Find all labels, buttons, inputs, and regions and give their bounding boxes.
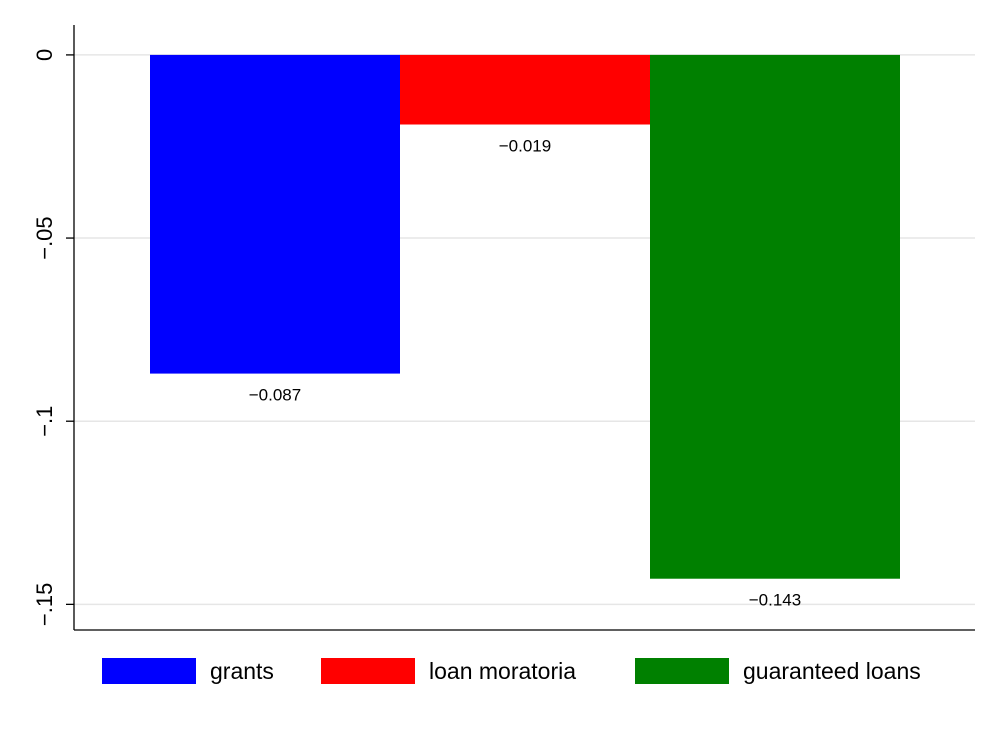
bar-grants (150, 54, 400, 374)
legend-swatch-loan-moratoria (321, 658, 415, 684)
bar-guaranteed-loans (650, 54, 900, 579)
legend-swatch-grants (102, 658, 196, 684)
data-labels: −0.087 −0.019 −0.143 (249, 137, 801, 610)
legend-label: guaranteed loans (743, 658, 921, 684)
bar-value-label: −0.087 (249, 386, 301, 405)
y-tick-label: −.05 (32, 216, 57, 259)
bar-loan-moratoria (400, 54, 650, 125)
legend: grants loan moratoria guaranteed loans (102, 658, 921, 684)
y-tick-label: −.1 (32, 406, 57, 437)
bars (150, 54, 900, 579)
legend-label: grants (210, 658, 274, 684)
bar-value-label: −0.019 (499, 137, 551, 156)
y-tick-label: −.15 (32, 583, 57, 626)
legend-swatch-guaranteed-loans (635, 658, 729, 684)
y-tick-label: 0 (32, 49, 57, 61)
bar-value-label: −0.143 (749, 591, 801, 610)
axes: 0 −.05 −.1 −.15 (32, 25, 975, 631)
legend-label: loan moratoria (429, 658, 576, 684)
